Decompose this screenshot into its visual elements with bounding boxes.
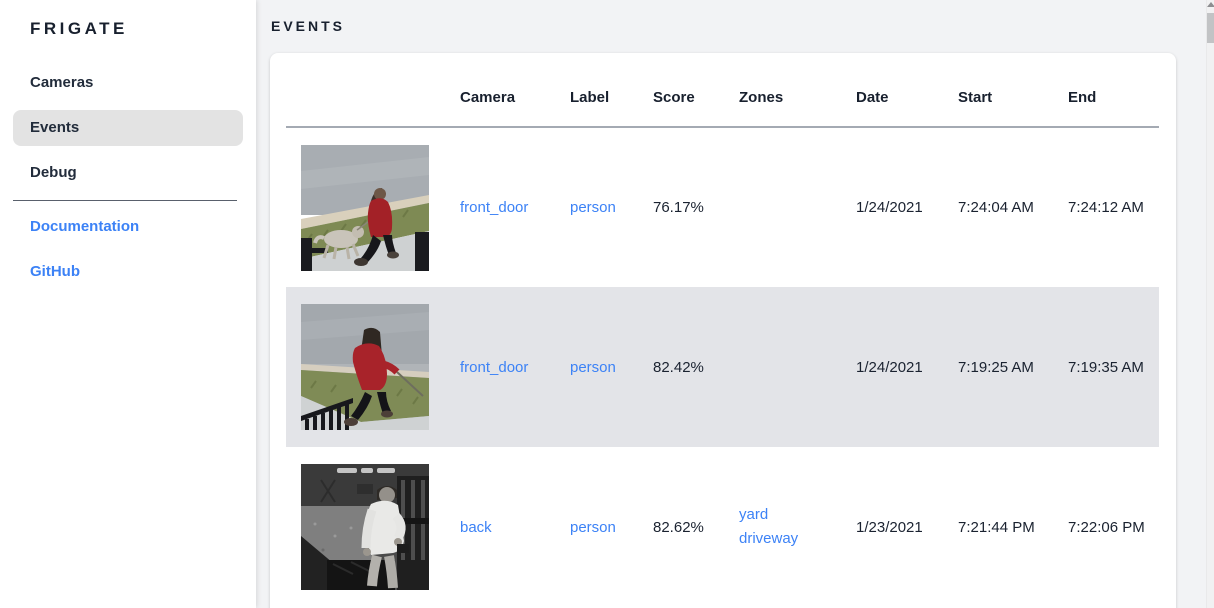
camera-link[interactable]: back <box>460 518 492 536</box>
date-value: 1/24/2021 <box>856 199 923 216</box>
column-header-score: Score <box>653 53 739 128</box>
column-header-zones: Zones <box>739 53 856 128</box>
score-value: 82.42% <box>653 358 704 376</box>
date-value: 1/24/2021 <box>856 358 923 376</box>
start-value: 7:21:44 PM <box>958 518 1035 536</box>
event-snapshot-image <box>301 304 429 430</box>
camera-link[interactable]: front_door <box>460 358 529 376</box>
app-logo[interactable]: FRIGATE <box>30 19 128 38</box>
column-header-date: Date <box>856 53 958 128</box>
start-value: 7:19:25 AM <box>958 358 1034 376</box>
column-header-thumbnail <box>286 53 460 128</box>
sidebar: FRIGATE Cameras Events Debug Documentati… <box>0 0 256 608</box>
scrollbar-thumb[interactable] <box>1207 13 1214 43</box>
column-header-end: End <box>1068 53 1159 128</box>
event-row[interactable]: front_door person 76.17% 1/24/2021 7:24:… <box>286 127 1159 287</box>
sidebar-item-events[interactable]: Events <box>13 110 243 146</box>
zone-link[interactable]: yard <box>739 506 769 523</box>
event-thumbnail[interactable] <box>301 144 429 271</box>
end-value: 7:22:06 PM <box>1068 518 1145 536</box>
event-thumbnail[interactable] <box>301 304 429 430</box>
event-thumbnail[interactable] <box>301 464 429 590</box>
table-header-row: Camera Label Score Zones Date Start End <box>286 53 1159 128</box>
zones-cell <box>739 127 856 287</box>
event-snapshot-image <box>301 144 429 271</box>
label-link[interactable]: person <box>570 199 616 216</box>
main-content: EVENTS Camera Label Score Zones Date Sta… <box>256 0 1214 608</box>
end-value: 7:19:35 AM <box>1068 358 1144 376</box>
label-link[interactable]: person <box>570 518 616 536</box>
sidebar-item-cameras[interactable]: Cameras <box>30 74 94 91</box>
sidebar-link-documentation[interactable]: Documentation <box>30 218 140 235</box>
zones-cell <box>739 287 856 447</box>
score-value: 82.62% <box>653 518 704 536</box>
camera-link[interactable]: front_door <box>460 199 529 216</box>
end-value: 7:24:12 AM <box>1068 199 1144 216</box>
zones-cell: yard driveway <box>739 447 856 607</box>
event-snapshot-image <box>301 464 429 590</box>
page-title: EVENTS <box>271 18 346 34</box>
column-header-label: Label <box>570 53 653 128</box>
sidebar-item-debug[interactable]: Debug <box>30 164 77 181</box>
label-link[interactable]: person <box>570 358 616 376</box>
sidebar-nav: Cameras Events Debug Documentation GitHu… <box>0 65 256 290</box>
scrollbar-up-arrow-icon[interactable] <box>1207 2 1214 7</box>
column-header-camera: Camera <box>460 53 570 128</box>
sidebar-divider <box>13 200 237 201</box>
column-header-start: Start <box>958 53 1068 128</box>
vertical-scrollbar[interactable] <box>1206 0 1214 608</box>
date-value: 1/23/2021 <box>856 518 923 536</box>
event-row[interactable]: front_door person 82.42% 1/24/2021 7:19:… <box>286 287 1159 447</box>
events-card: Camera Label Score Zones Date Start End <box>270 53 1176 608</box>
sidebar-link-github[interactable]: GitHub <box>30 263 80 280</box>
score-value: 76.17% <box>653 199 704 216</box>
events-table: Camera Label Score Zones Date Start End <box>286 53 1159 607</box>
zone-link[interactable]: driveway <box>739 530 799 547</box>
start-value: 7:24:04 AM <box>958 199 1034 216</box>
event-row[interactable]: back person 82.62% yard driveway 1/23/20… <box>286 447 1159 607</box>
